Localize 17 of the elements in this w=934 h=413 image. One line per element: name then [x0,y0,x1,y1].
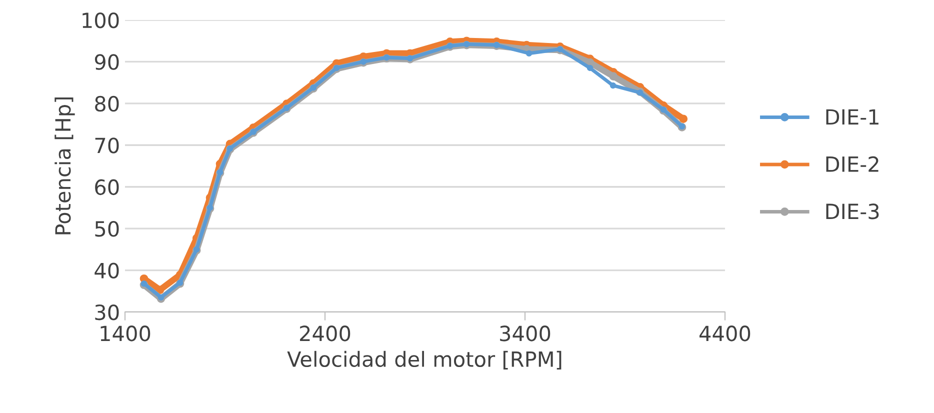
y-tick-label: 90 [94,54,119,70]
y-tick-label: 100 [82,12,119,28]
legend-label: DIE-1 [826,109,878,125]
legend-label: DIE-3 [826,204,879,220]
y-tick-label: 70 [95,138,119,154]
y-axis-title: Potencia [Hp] [54,98,75,234]
x-tick-label: 4400 [700,326,750,342]
y-tick-label: 40 [94,262,119,278]
y-tick-label: 30 [95,304,119,320]
x-axis-title: Velocidad del motor [RPM] [287,350,562,370]
y-tick-label: 80 [95,96,119,112]
x-tick-label: 2400 [300,326,350,342]
y-tick-label: 60 [95,179,119,196]
legend-label: DIE-2 [826,156,878,172]
y-tick-label: 50 [95,221,119,237]
x-tick-label: 3400 [500,326,550,342]
x-tick-label: 1400 [100,326,150,342]
